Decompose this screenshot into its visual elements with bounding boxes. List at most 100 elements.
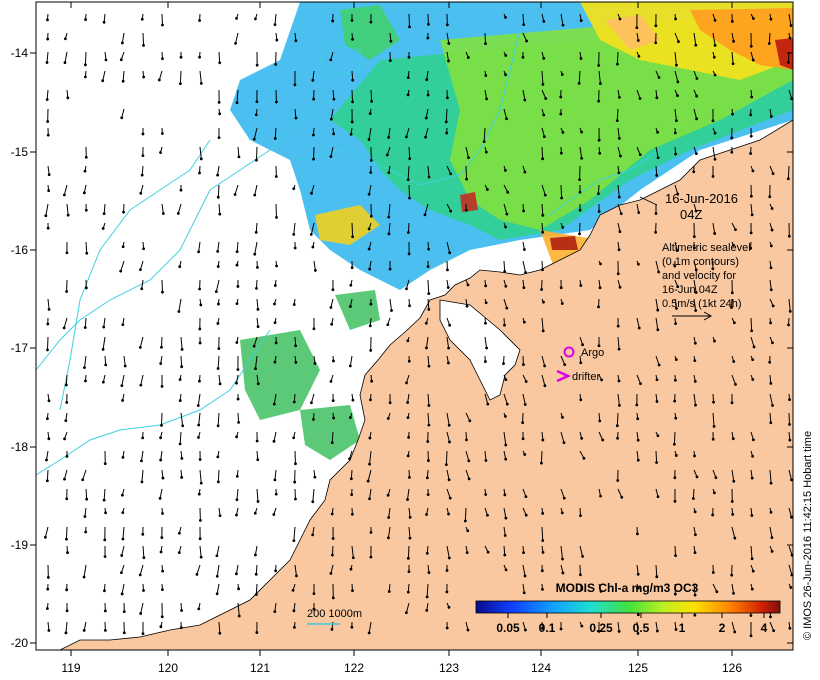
velocity-arrow-head [350, 120, 354, 124]
velocity-arrow-head [294, 462, 297, 466]
lat-tick-0: -14 [11, 46, 793, 60]
velocity-arrow-head [751, 169, 755, 173]
velocity-arrow-head [139, 191, 143, 195]
velocity-arrow-head [198, 379, 201, 383]
velocity-arrow-head [101, 347, 105, 351]
velocity-arrow-head [159, 362, 163, 365]
velocity-arrow-head [63, 437, 66, 441]
velocity-arrow-head [769, 288, 773, 292]
velocity-arrow-head [524, 495, 528, 499]
velocity-arrow-head [161, 290, 164, 294]
velocity-arrow-head [788, 398, 791, 402]
velocity-arrow-head [387, 215, 391, 219]
velocity-arrow-head [544, 97, 548, 100]
velocity-arrow-head [597, 192, 600, 196]
velocity-arrow-head [597, 64, 601, 67]
velocity-arrow-head [655, 378, 659, 382]
velocity-arrow-head [559, 112, 563, 116]
velocity-arrow [712, 32, 716, 46]
velocity-arrow-head [84, 63, 87, 67]
velocity-arrow-head [524, 380, 528, 383]
velocity-arrow-head [312, 327, 316, 331]
velocity-arrow-head [103, 538, 107, 542]
velocity-arrow-head [255, 631, 259, 634]
velocity-arrow-head [673, 592, 677, 596]
velocity-arrow-head [788, 422, 791, 426]
velocity-arrow [199, 469, 202, 484]
velocity-arrow [465, 146, 469, 158]
velocity-arrow-head [446, 286, 450, 289]
velocity-arrow [161, 203, 164, 214]
velocity-arrow [693, 32, 697, 46]
velocity-arrow-head [216, 195, 220, 199]
velocity-arrow-head [427, 247, 431, 251]
velocity-arrow-head [619, 212, 623, 216]
velocity-arrow-head [369, 158, 373, 162]
velocity-arrow-head [159, 458, 163, 462]
velocity-arrow-head [351, 100, 354, 104]
velocity-arrow [196, 564, 201, 575]
velocity-arrow-head [386, 323, 390, 327]
velocity-arrow-head [541, 230, 545, 234]
velocity-arrow-head [541, 157, 545, 161]
velocity-arrow-head [198, 55, 201, 59]
velocity-arrow [83, 621, 87, 631]
velocity-arrow-head [350, 512, 354, 516]
velocity-arrow-head [255, 63, 259, 67]
velocity-arrow-head [541, 511, 545, 515]
velocity-arrow [160, 450, 163, 461]
velocity-arrow-head [104, 58, 108, 62]
velocity-arrow-head [123, 364, 127, 368]
velocity-arrow [45, 203, 49, 216]
velocity-arrow-head [504, 54, 508, 57]
velocity-arrow-head [524, 271, 527, 274]
velocity-arrow-head [579, 57, 583, 60]
velocity-arrow [199, 146, 202, 159]
velocity-arrow-head [447, 478, 451, 482]
velocity-arrow-head [675, 249, 679, 252]
velocity-arrow [636, 374, 641, 384]
velocity-arrow-head [180, 348, 184, 351]
velocity-arrow-head [522, 320, 526, 324]
velocity-arrow-head [465, 438, 468, 442]
velocity-arrow-head [427, 292, 431, 296]
velocity-arrow-head [47, 173, 51, 177]
velocity-arrow-head [273, 360, 277, 364]
velocity-arrow-head [694, 268, 698, 272]
velocity-arrow-head [425, 346, 428, 350]
velocity-arrow-head [120, 592, 124, 596]
velocity-arrow-head [715, 590, 719, 594]
velocity-arrow-head [331, 596, 335, 600]
velocity-arrow-head [732, 39, 735, 43]
velocity-arrow-head [711, 175, 715, 178]
velocity-arrow [199, 70, 202, 84]
velocity-arrow-head [695, 77, 699, 80]
velocity-arrow-head [45, 479, 49, 483]
velocity-arrow-head [217, 347, 221, 350]
velocity-arrow-head [161, 476, 165, 480]
velocity-arrow-head [406, 498, 409, 501]
velocity-arrow-head [635, 532, 639, 536]
velocity-arrow-head [467, 459, 471, 463]
velocity-arrow [560, 431, 565, 443]
velocity-arrow [522, 32, 528, 42]
velocity-arrow-head [140, 459, 143, 463]
velocity-arrow-head [426, 459, 430, 462]
velocity-arrow [294, 336, 297, 346]
velocity-arrow-head [350, 266, 354, 270]
velocity-arrow-head [676, 285, 680, 289]
velocity-arrow-head [102, 212, 106, 216]
velocity-arrow [85, 241, 88, 254]
velocity-arrow-head [617, 195, 621, 199]
velocity-arrow-head [616, 479, 620, 482]
velocity-arrow-head [787, 323, 790, 327]
velocity-arrow-head [654, 41, 658, 45]
velocity-arrow [446, 431, 450, 443]
velocity-arrow-head [522, 23, 526, 27]
velocity-arrow [445, 450, 448, 465]
velocity-arrow [446, 165, 452, 174]
velocity-arrow-head [786, 177, 790, 181]
info-line-2: (0.1m contours) [662, 256, 739, 268]
velocity-arrow-head [768, 360, 772, 364]
velocity-arrow-head [122, 631, 126, 635]
